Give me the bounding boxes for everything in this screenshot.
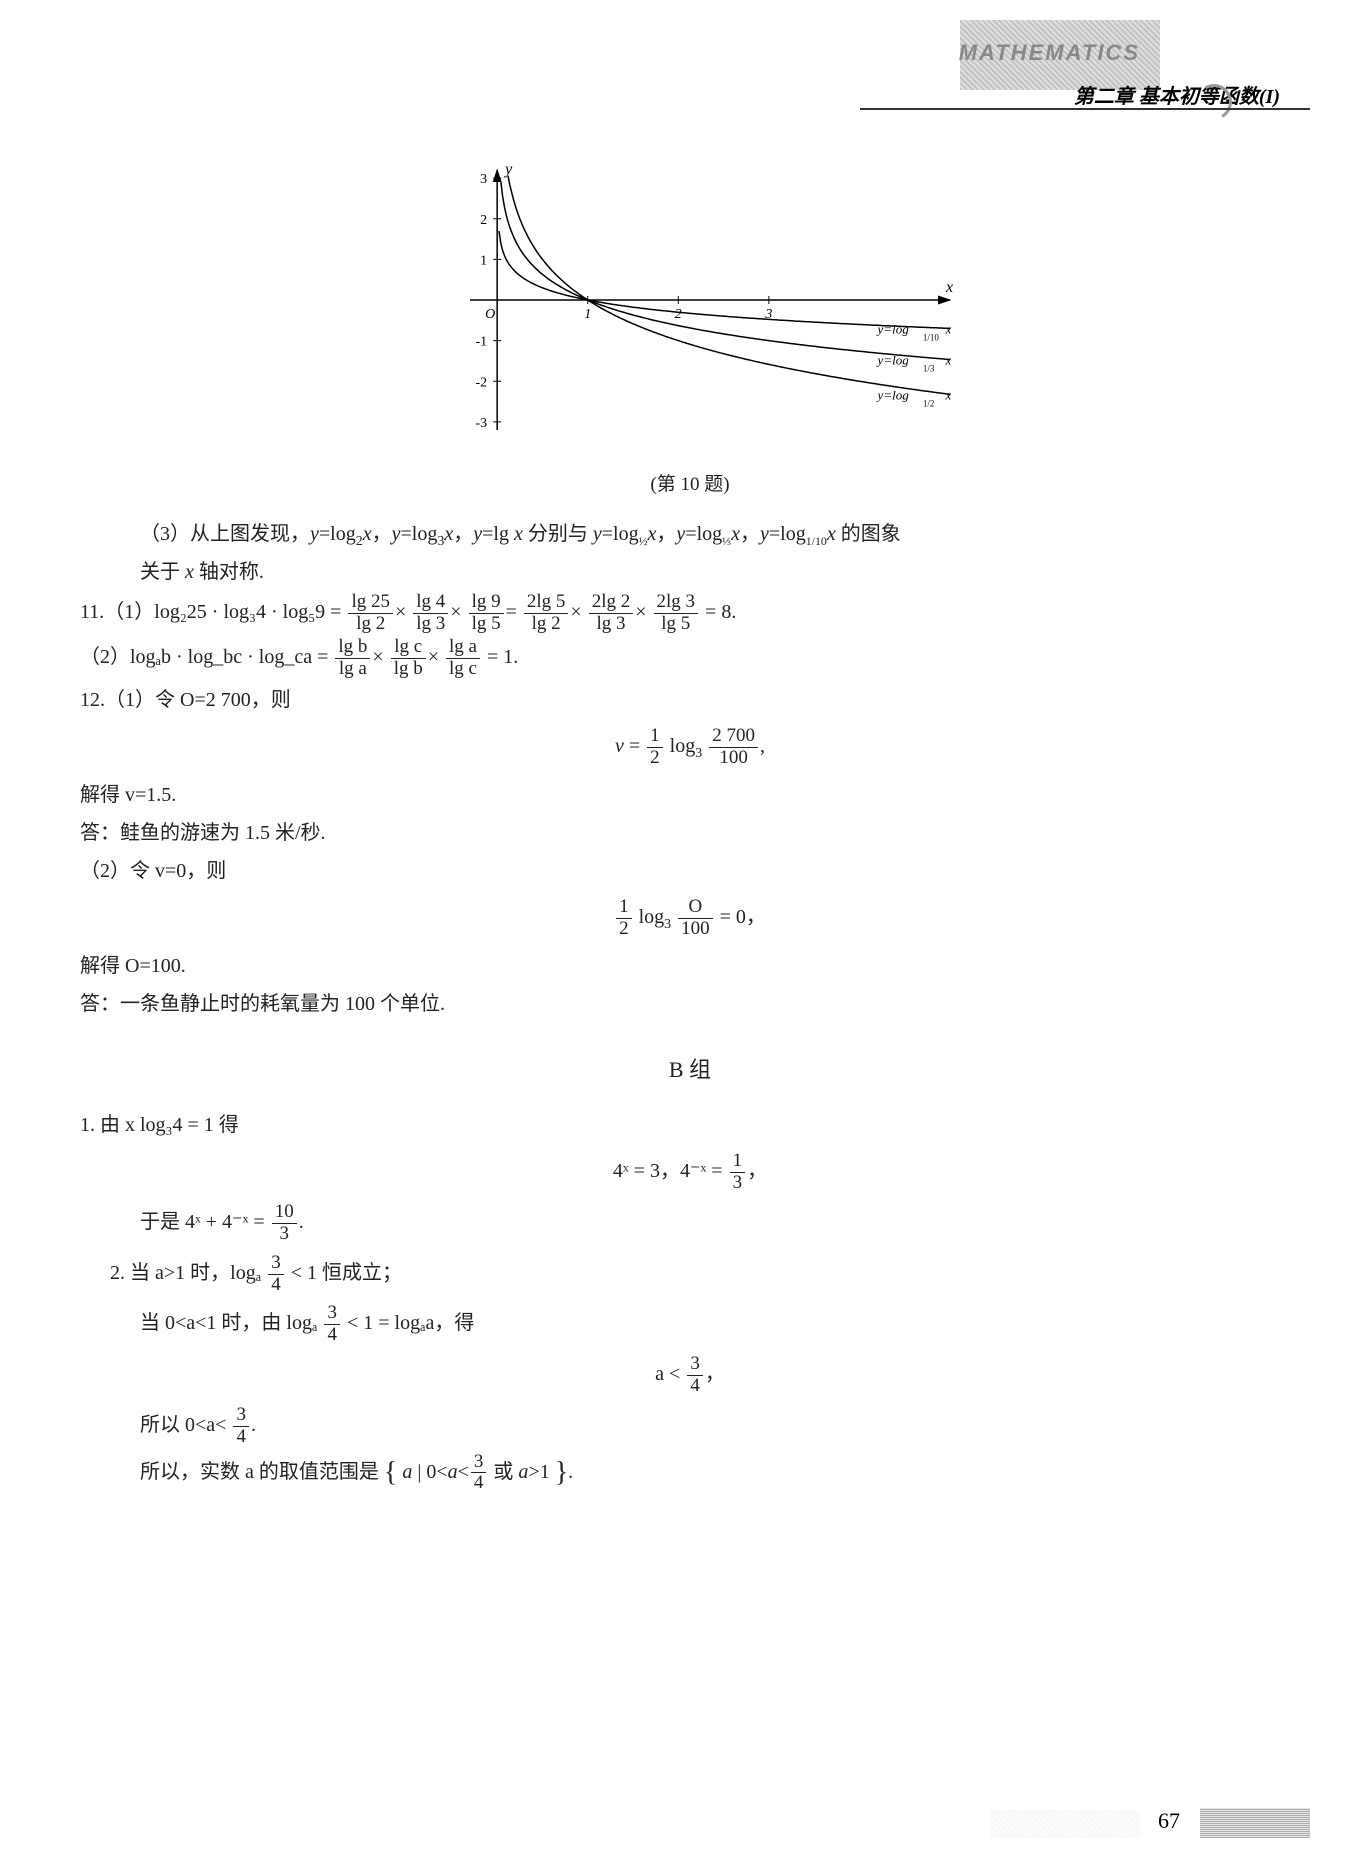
content: 123-3-2-1123Oyxy=log1/10xy=log1/3xy=log1… bbox=[80, 150, 1300, 1498]
section-b-title: B 组 bbox=[80, 1050, 1300, 1090]
svg-text:y: y bbox=[503, 161, 513, 178]
problem-12-1d: 答：鲑鱼的游速为 1.5 米/秒. bbox=[80, 815, 1300, 851]
svg-text:2: 2 bbox=[675, 307, 682, 322]
problem-b2e: 所以，实数 a 的取值范围是 {{ a | 0<a< a | 0<a<34 或 … bbox=[140, 1448, 1300, 1498]
chapter-underline bbox=[860, 108, 1310, 110]
page-number: 67 bbox=[1158, 1808, 1180, 1834]
header-watermark: MATHEMATICS bbox=[959, 40, 1140, 66]
chart-svg: 123-3-2-1123Oyxy=log1/10xy=log1/3xy=log1… bbox=[410, 150, 970, 450]
svg-text:1/2: 1/2 bbox=[923, 398, 935, 408]
log-chart: 123-3-2-1123Oyxy=log1/10xy=log1/3xy=log1… bbox=[80, 150, 1300, 502]
problem-12-2a: （2）令 v=0，则 bbox=[80, 853, 1300, 889]
problem-b2d: 所以 0<a< 34. bbox=[140, 1405, 1300, 1448]
svg-text:y=log: y=log bbox=[876, 353, 910, 368]
problem-b2c: a < 34， bbox=[80, 1354, 1300, 1397]
problem-b1a: 1. 由 x log₃4 = 1 得 bbox=[80, 1107, 1300, 1143]
p11-1-prefix: 11.（1）log₂25 · log₃4 · log₅9 = bbox=[80, 601, 341, 623]
svg-text:y=log: y=log bbox=[876, 387, 910, 402]
svg-text:2: 2 bbox=[480, 213, 487, 228]
svg-text:3: 3 bbox=[480, 172, 487, 187]
svg-text:1/3: 1/3 bbox=[923, 364, 935, 374]
svg-text:x: x bbox=[944, 353, 951, 368]
svg-text:1: 1 bbox=[584, 307, 591, 322]
problem-b1b: 4ˣ = 3，4⁻ˣ = 13， bbox=[80, 1151, 1300, 1194]
footer-texture-right bbox=[1200, 1808, 1310, 1838]
page: MATHEMATICS 第二章 基本初等函数(I) 123-3-2-1123Oy… bbox=[0, 0, 1360, 1874]
p11-2-prefix: （2）logₐb · log_bc · log_ca = bbox=[80, 646, 328, 668]
problem-11-1: 11.（1）log₂25 · log₃4 · log₅9 = lg 25lg 2… bbox=[80, 592, 1300, 635]
problem-b2a: 2. 当 a>1 时，logₐ 34 < 1 恒成立； bbox=[110, 1253, 1300, 1296]
problem-12-2d: 答：一条鱼静止时的耗氧量为 100 个单位. bbox=[80, 986, 1300, 1022]
problem-b2b: 当 0<a<1 时，由 logₐ 34 < 1 = logₐa，得 bbox=[140, 1303, 1300, 1346]
svg-text:y=log: y=log bbox=[876, 321, 910, 336]
problem-b1c: 于是 4ˣ + 4⁻ˣ = 103. bbox=[140, 1202, 1300, 1245]
svg-text:1: 1 bbox=[480, 253, 487, 268]
problem-3-text: （3）从上图发现，y=log2x，y=log3x，y=lg x 分别与 y=lo… bbox=[140, 516, 1300, 590]
svg-text:-1: -1 bbox=[475, 335, 487, 350]
chart-caption: (第 10 题) bbox=[80, 468, 1300, 502]
problem-12-1b: v = 12 log3 2 700100, bbox=[80, 726, 1300, 769]
p11-2-result: = 1. bbox=[487, 646, 518, 668]
svg-text:-2: -2 bbox=[475, 375, 487, 390]
problem-12-1a: 12.（1）令 O=2 700，则 bbox=[80, 682, 1300, 718]
p11-1-result: = 8. bbox=[705, 601, 736, 623]
svg-text:O: O bbox=[485, 307, 495, 322]
svg-text:x: x bbox=[945, 279, 953, 296]
problem-11-2: （2）logₐb · log_bc · log_ca = lg blg a× l… bbox=[80, 637, 1300, 680]
svg-text:1/10: 1/10 bbox=[923, 332, 940, 342]
svg-text:-3: -3 bbox=[475, 416, 487, 431]
svg-text:x: x bbox=[944, 387, 951, 402]
problem-12-1c: 解得 v=1.5. bbox=[80, 777, 1300, 813]
footer-texture-left bbox=[990, 1810, 1140, 1838]
problem-12-2c: 解得 O=100. bbox=[80, 948, 1300, 984]
svg-text:x: x bbox=[944, 321, 951, 336]
chapter-title: 第二章 基本初等函数(I) bbox=[1074, 80, 1300, 109]
problem-12-2b: 12 log3 O100 = 0， bbox=[80, 897, 1300, 940]
